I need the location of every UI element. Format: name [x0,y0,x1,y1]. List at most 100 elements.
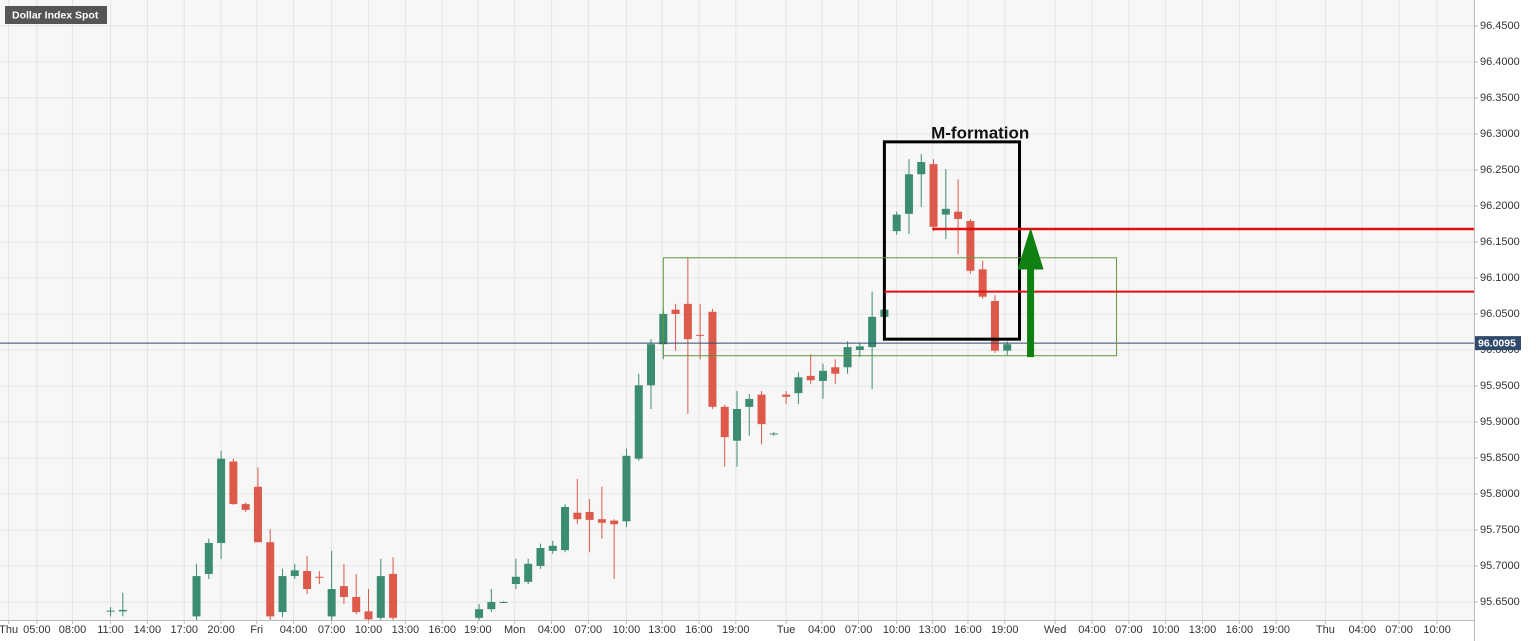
x-tick-label: Tue [777,624,796,636]
candle-body [389,573,398,618]
title-tag [5,6,107,24]
x-tick-label: 07:00 [1385,624,1413,636]
x-tick-label: 13:00 [648,624,676,636]
candle-body [339,586,348,597]
chart-title: Dollar Index Spot [12,9,99,21]
candle-body [622,455,631,522]
x-tick-label: 19:00 [1262,624,1290,636]
x-tick-label: 05:00 [23,624,51,636]
x-tick-label: 17:00 [170,624,198,636]
x-tick-label: 11:00 [97,624,124,636]
candle-body [315,576,324,578]
plot-background [0,0,1474,620]
candle-body [769,433,778,435]
candle-body [217,458,226,543]
candle-body [118,609,127,612]
candle-body [106,610,115,612]
x-tick-label: 04:00 [1078,624,1106,636]
x-tick-label: Thu [1316,624,1335,636]
x-tick-label: 07:00 [318,624,346,636]
candle-body [241,504,250,510]
x-tick-label: 10:00 [613,624,641,636]
candle-body [696,334,705,336]
candle-body [524,563,533,582]
y-tick-label: 96.4000 [1480,56,1520,68]
candle-body [647,344,656,386]
y-tick-label: 96.4500 [1480,20,1520,32]
x-tick-label: Fri [250,624,263,636]
x-tick-label: 07:00 [575,624,603,636]
candle-body [573,512,582,520]
candle-body [536,547,545,566]
x-tick-label: 04:00 [808,624,836,636]
candle-body [610,520,619,525]
candle-body [229,461,238,505]
candle-body [561,506,570,551]
candle-body [548,545,557,551]
candle-body [892,214,901,232]
candle-body [708,311,717,407]
x-tick-label: Thu [0,624,18,636]
candle-body [917,162,926,175]
candle-body [757,394,766,425]
x-tick-label: 10:00 [355,624,383,636]
annotation-box [882,140,1022,341]
x-tick-label: 16:00 [1226,624,1254,636]
candle-body [794,377,803,394]
x-tick-label: 16:00 [685,624,713,636]
x-tick-label: 14:00 [134,624,162,636]
candle-body [352,596,361,613]
candle-body [929,164,938,227]
candle-body [978,269,987,297]
candle-body [1003,344,1012,351]
candle-body [671,309,680,314]
y-tick-label: 96.3000 [1480,128,1520,140]
candle-body [290,570,299,577]
candle-body [303,571,312,590]
candle-body [966,221,975,271]
x-tick-label: 19:00 [464,624,492,636]
candle-body [204,542,213,574]
annotation-label: M-formation [931,123,1029,142]
labels: 95.6500 95.7000 95.7500 95.8000 95.8500 95.90… [0,20,1521,636]
candle-body [597,519,606,523]
annotations [662,140,1474,358]
candle-body [376,576,385,618]
y-tick-label: 96.1500 [1480,236,1520,248]
candle-body [990,300,999,351]
x-tick-label: 04:00 [280,624,308,636]
candle-body [499,601,508,603]
last-price-label: 96.0095 [1478,337,1516,349]
y-tick-label: 96.2500 [1480,164,1520,176]
y-tick-label: 95.7000 [1480,560,1520,572]
x-tick-label: 13:00 [919,624,947,636]
candle-body [266,542,275,617]
candle-body [806,375,815,381]
y-tick-label: 95.7500 [1480,524,1520,536]
annotation-box [662,257,1118,357]
x-tick-label: 19:00 [991,624,1019,636]
candle-body [475,609,484,618]
candle-body [487,601,496,610]
x-tick-label: 04:00 [1348,624,1376,636]
candle-body [782,394,791,397]
candle-body [855,346,864,350]
x-tick-label: Mon [504,624,525,636]
y-tick-label: 95.6500 [1480,596,1520,608]
x-tick-label: 16:00 [954,624,982,636]
candle-body [364,611,373,620]
x-tick-label: Wed [1044,624,1066,636]
x-tick-label: 19:00 [722,624,750,636]
x-tick-label: 08:00 [59,624,87,636]
x-tick-label: 07:00 [1115,624,1143,636]
candle-body [327,589,336,617]
candle-body [253,486,262,543]
x-tick-label: 07:00 [845,624,873,636]
y-tick-label: 95.9000 [1480,416,1520,428]
y-tick-label: 95.8000 [1480,488,1520,500]
candle-body [904,174,913,214]
candle-body [278,576,287,613]
candle-body [941,208,950,215]
